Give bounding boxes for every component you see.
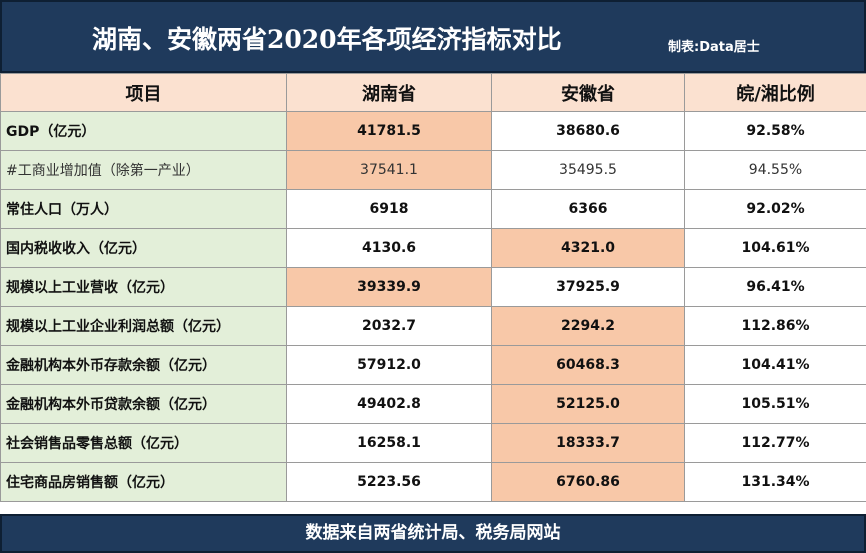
row-hunan-value: 4130.6 (286, 228, 492, 268)
row-hunan-value: 41781.5 (286, 111, 492, 151)
row-item-label: 规模以上工业企业利润总额（亿元） (0, 306, 287, 346)
row-ratio-value: 112.77% (684, 423, 866, 463)
row-anhui-value: 6760.86 (491, 462, 685, 502)
row-item-label: #工商业增加值（除第一产业） (0, 150, 287, 190)
header-anhui: 安徽省 (491, 73, 685, 112)
row-ratio-value: 96.41% (684, 267, 866, 307)
table-row: 住宅商品房销售额（亿元） 5223.56 6760.86 131.34% (0, 462, 866, 502)
row-ratio-value: 112.86% (684, 306, 866, 346)
source-footer: 数据来自两省统计局、税务局网站 (0, 514, 866, 553)
row-ratio-value: 92.02% (684, 189, 866, 229)
row-hunan-value: 6918 (286, 189, 492, 229)
row-item-label: 国内税收收入（亿元） (0, 228, 287, 268)
row-ratio-value: 131.34% (684, 462, 866, 502)
header-ratio: 皖/湘比例 (684, 73, 866, 112)
table-header-row: 项目 湖南省 安徽省 皖/湘比例 (0, 73, 866, 112)
row-item-label: 常住人口（万人） (0, 189, 287, 229)
comparison-table: 项目 湖南省 安徽省 皖/湘比例 GDP（亿元） 41781.5 38680.6 92… (0, 73, 866, 502)
row-hunan-value: 37541.1 (286, 150, 492, 190)
row-ratio-value: 94.55% (684, 150, 866, 190)
row-anhui-value: 38680.6 (491, 111, 685, 151)
row-anhui-value: 35495.5 (491, 150, 685, 190)
title-bar: 湖南、安徽两省2020年各项经济指标对比 制表:Data居士 (0, 0, 866, 73)
row-hunan-value: 5223.56 (286, 462, 492, 502)
row-item-label: GDP（亿元） (0, 111, 287, 151)
row-hunan-value: 16258.1 (286, 423, 492, 463)
table-row: 常住人口（万人） 6918 6366 92.02% (0, 189, 866, 229)
table-row: 金融机构本外币贷款余额（亿元） 49402.8 52125.0 105.51% (0, 384, 866, 424)
row-ratio-value: 104.41% (684, 345, 866, 385)
row-anhui-value: 52125.0 (491, 384, 685, 424)
row-item-label: 住宅商品房销售额（亿元） (0, 462, 287, 502)
table-row: 规模以上工业企业利润总额（亿元） 2032.7 2294.2 112.86% (0, 306, 866, 346)
credit-label: 制表:Data居士 (668, 40, 760, 55)
row-anhui-value: 6366 (491, 189, 685, 229)
page-title: 湖南、安徽两省2020年各项经济指标对比 (92, 25, 562, 54)
table-row: GDP（亿元） 41781.5 38680.6 92.58% (0, 111, 866, 151)
table-row: 金融机构本外币存款余额（亿元） 57912.0 60468.3 104.41% (0, 345, 866, 385)
table-row: 社会销售品零售总额（亿元） 16258.1 18333.7 112.77% (0, 423, 866, 463)
row-anhui-value: 4321.0 (491, 228, 685, 268)
table-row: #工商业增加值（除第一产业） 37541.1 35495.5 94.55% (0, 150, 866, 190)
row-anhui-value: 18333.7 (491, 423, 685, 463)
row-item-label: 金融机构本外币存款余额（亿元） (0, 345, 287, 385)
row-anhui-value: 37925.9 (491, 267, 685, 307)
table-row: 规模以上工业营收（亿元） 39339.9 37925.9 96.41% (0, 267, 866, 307)
row-hunan-value: 2032.7 (286, 306, 492, 346)
row-ratio-value: 92.58% (684, 111, 866, 151)
header-hunan: 湖南省 (286, 73, 492, 112)
row-item-label: 规模以上工业营收（亿元） (0, 267, 287, 307)
row-item-label: 社会销售品零售总额（亿元） (0, 423, 287, 463)
row-anhui-value: 2294.2 (491, 306, 685, 346)
row-hunan-value: 49402.8 (286, 384, 492, 424)
table-row: 国内税收收入（亿元） 4130.6 4321.0 104.61% (0, 228, 866, 268)
row-ratio-value: 105.51% (684, 384, 866, 424)
row-anhui-value: 60468.3 (491, 345, 685, 385)
row-hunan-value: 39339.9 (286, 267, 492, 307)
row-hunan-value: 57912.0 (286, 345, 492, 385)
row-item-label: 金融机构本外币贷款余额（亿元） (0, 384, 287, 424)
row-ratio-value: 104.61% (684, 228, 866, 268)
header-item: 项目 (0, 73, 287, 112)
